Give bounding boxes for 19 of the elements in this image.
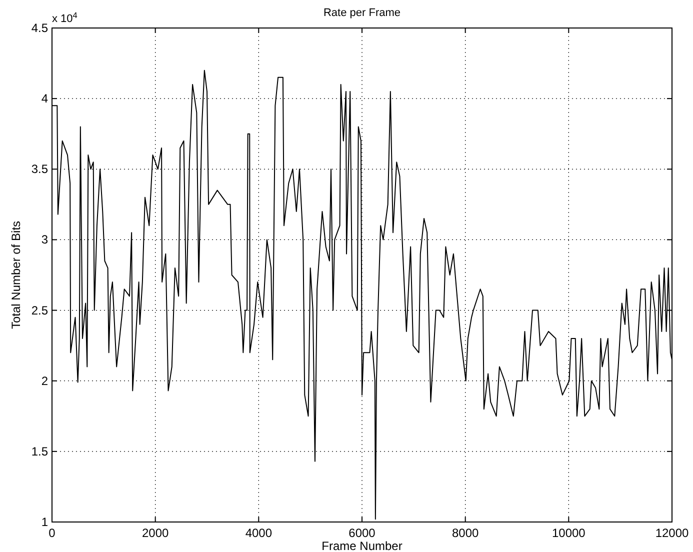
y-tick-label: 4.5 bbox=[31, 21, 48, 35]
x-tick-label: 2000 bbox=[142, 526, 170, 540]
x-tick-label: 10000 bbox=[552, 526, 586, 540]
y-tick-label: 4 bbox=[41, 92, 48, 106]
y-tick-label: 1.5 bbox=[31, 444, 48, 458]
x-tick-label: 4000 bbox=[245, 526, 272, 540]
text: x 10$^{4}$ bbox=[52, 10, 78, 25]
y-axis-title: Total Number of Bits bbox=[9, 220, 23, 330]
y-tick-label: 1 bbox=[41, 515, 48, 529]
x-tick-label: 12000 bbox=[655, 526, 690, 540]
x-tick-label: 8000 bbox=[452, 526, 480, 540]
y-tick-label: 2.5 bbox=[31, 303, 48, 318]
y-tick-label: 3 bbox=[41, 232, 48, 247]
y-tick-label: 3.5 bbox=[31, 162, 48, 176]
x-tick-label: 6000 bbox=[348, 526, 376, 540]
y-tick-label: 2 bbox=[41, 374, 48, 388]
chart-title: Rate per Frame bbox=[323, 7, 401, 19]
x-tick-label: 0 bbox=[48, 526, 56, 540]
x-axis-title: Frame Number bbox=[322, 539, 402, 552]
